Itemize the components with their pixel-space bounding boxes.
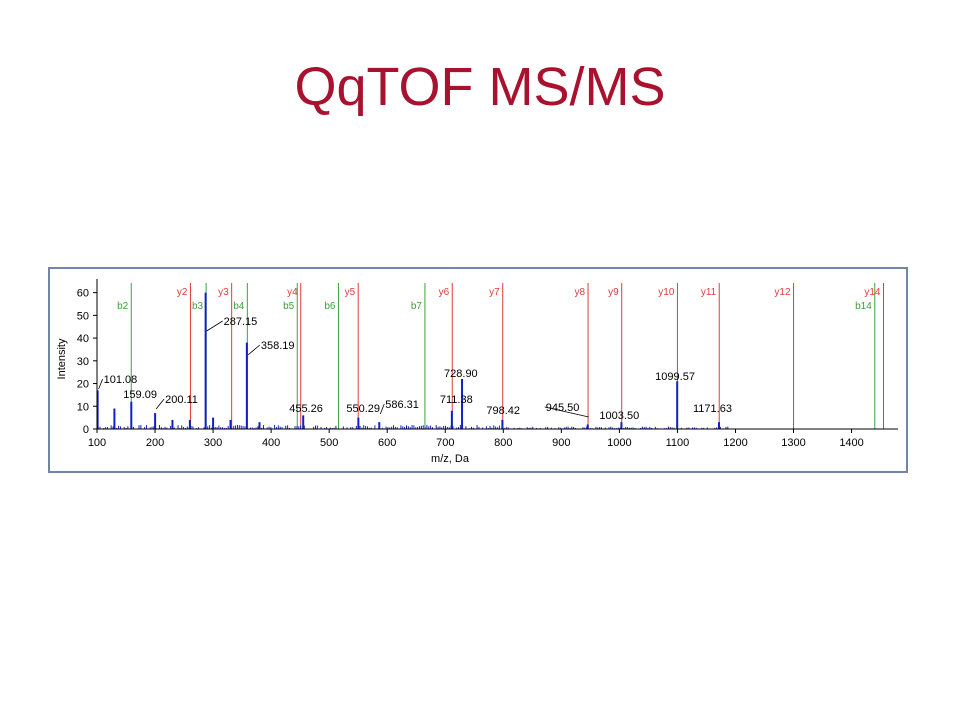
b-ion-label: b7 [411, 301, 423, 312]
x-axis-label: m/z, Da [431, 453, 470, 465]
peak-label: 200.11 [165, 394, 198, 406]
fragment-ion-labels: y2 y3 y4 y5 y6 y7 y8 y9 y10 y11 y12 y14 b2 b3 b4 b5 b6 b7… [117, 287, 881, 312]
x-tick-label: 1100 [666, 437, 690, 449]
x-tick-label: 400 [262, 437, 280, 449]
b-ion-label: b3 [192, 301, 204, 312]
y-tick-label: 30 [77, 356, 89, 368]
b-ion-label: b4 [233, 301, 245, 312]
peak-label-leader [206, 320, 223, 332]
x-tick-label: 800 [494, 437, 512, 449]
y-ion-label: y14 [864, 287, 881, 298]
peak-label: 945.50 [546, 402, 580, 414]
x-tick-label: 600 [378, 437, 396, 449]
b-ion-label: b14 [855, 301, 872, 312]
peak-label: 101.08 [104, 374, 138, 386]
y-ion-label: y5 [345, 287, 356, 298]
x-tick-label: 100 [88, 437, 106, 449]
y-tick-label: 20 [77, 379, 89, 391]
y-ion-label: y11 [701, 287, 717, 298]
y-tick-label: 60 [77, 288, 89, 300]
peak-label-leader [544, 406, 589, 418]
x-tick-label: 1000 [607, 437, 631, 449]
b-ion-label: b2 [117, 301, 129, 312]
y-ion-label: y6 [439, 287, 450, 298]
x-tick-label: 1200 [723, 437, 747, 449]
y-ion-label: y10 [658, 287, 675, 298]
peak-label: 1171.63 [693, 403, 732, 415]
x-tick-label: 1300 [781, 437, 805, 449]
peak-label: 711.38 [440, 394, 473, 406]
peak-label: 550.29 [346, 403, 380, 415]
b-ion-label: b6 [324, 301, 336, 312]
spectrum-panel: 100 200 300 400 500 600 700 800 900 1000 1100 1200 1… [48, 267, 908, 473]
x-tick-label: 900 [552, 437, 570, 449]
y-ion-label: y8 [574, 287, 585, 298]
peak-label: 586.31 [385, 399, 419, 411]
y-tick-label: 40 [77, 333, 89, 345]
y-ion-label: y7 [489, 287, 500, 298]
y-ion-label: y4 [287, 287, 298, 298]
ms-ms-spectrum-chart: 100 200 300 400 500 600 700 800 900 1000 1100 1200 1… [56, 279, 898, 465]
y-axis-label: Intensity [56, 338, 68, 379]
peak-label-leader [155, 398, 165, 410]
x-tick-label: 200 [146, 437, 164, 449]
peak-label: 358.19 [261, 340, 295, 352]
peak-label: 159.09 [123, 389, 157, 401]
y-ion-label: y9 [608, 287, 619, 298]
peak-label: 1099.57 [655, 371, 695, 383]
x-tick-label: 500 [320, 437, 338, 449]
y-ion-label: y3 [218, 287, 229, 298]
x-tick-label: 1400 [839, 437, 863, 449]
y-tick-label: 10 [77, 401, 89, 413]
y-tick-label: 0 [83, 424, 89, 436]
b-ion-label: b5 [283, 301, 295, 312]
x-tick-label: 300 [204, 437, 222, 449]
slide-title: QqTOF MS/MS [294, 57, 666, 117]
peak-label-leader [98, 378, 103, 390]
peak-label-leader [247, 344, 261, 356]
peak-label: 1003.50 [599, 410, 639, 422]
y-ion-label: y12 [774, 287, 791, 298]
axes: 100 200 300 400 500 600 700 800 900 1000 1100 1200 1… [77, 279, 898, 449]
peak-label: 287.15 [224, 316, 258, 328]
y-tick-label: 50 [77, 310, 89, 322]
peak-label: 728.90 [444, 368, 478, 380]
peak-label: 798.42 [486, 405, 520, 417]
peak-label: 455.26 [289, 403, 323, 415]
peak-label-leader [379, 403, 385, 415]
x-tick-label: 700 [436, 437, 454, 449]
y-ion-label: y2 [177, 287, 188, 298]
